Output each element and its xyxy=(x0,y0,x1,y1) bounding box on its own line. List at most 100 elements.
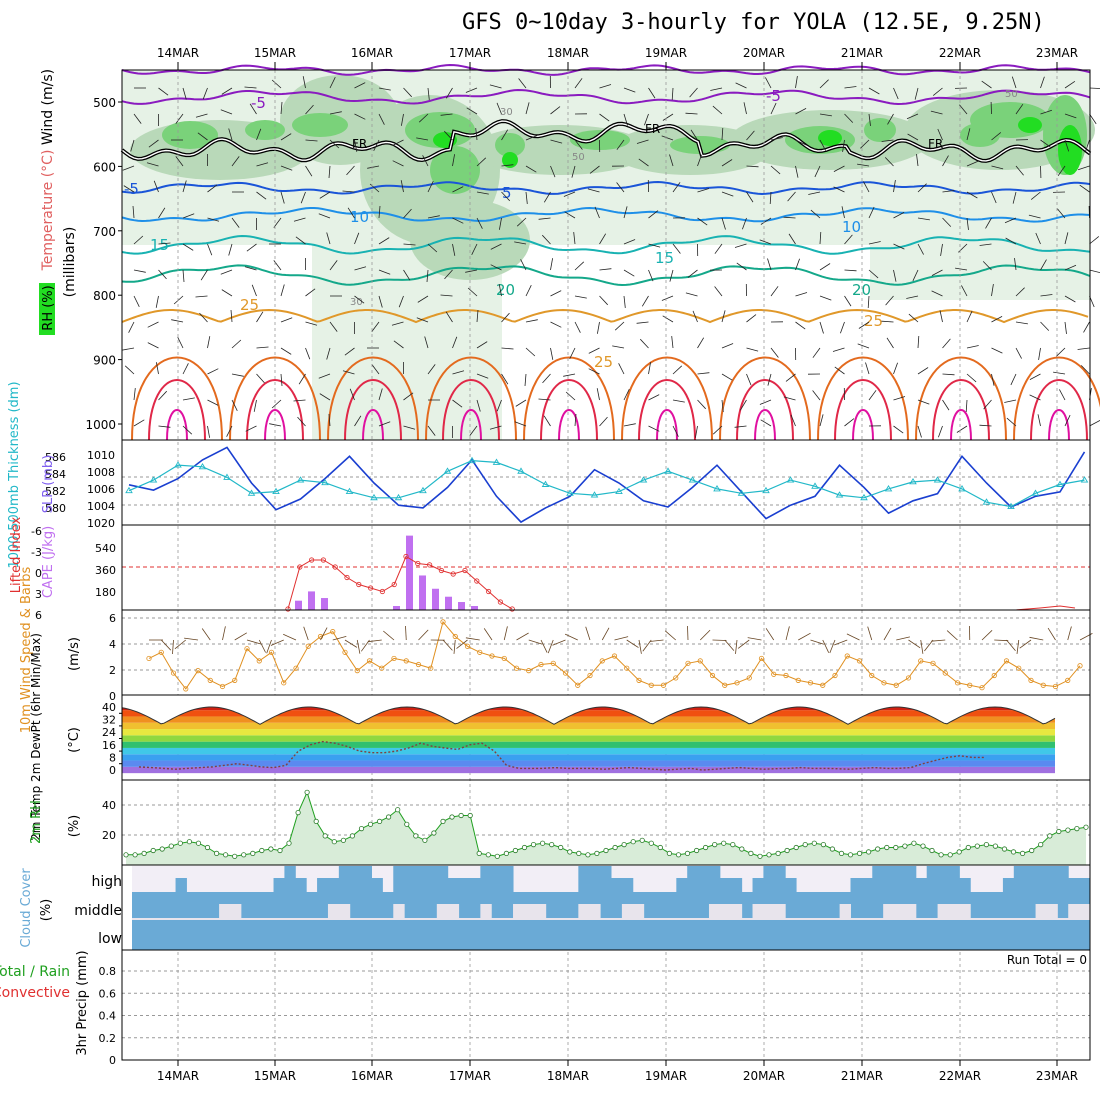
cloud-mid-gap xyxy=(1046,904,1058,918)
wind10-tick-label: 4 xyxy=(109,638,116,651)
rh2m-marker xyxy=(521,844,528,851)
wind-barb xyxy=(221,87,233,95)
wind10-marker xyxy=(795,677,801,683)
wind10-marker xyxy=(893,682,899,688)
rh2m-marker xyxy=(268,846,274,852)
wind-barb xyxy=(207,217,220,222)
wind10-tick-label: 2 xyxy=(109,664,116,677)
rh2m-marker xyxy=(630,839,636,845)
rh2m-marker xyxy=(1056,828,1062,835)
wind-barb xyxy=(1064,264,1077,271)
wind10-barb xyxy=(601,627,610,641)
wind-barb xyxy=(721,159,733,167)
temp-max-line xyxy=(121,706,1056,725)
wind-barb xyxy=(623,87,636,93)
wind-barb xyxy=(393,340,404,349)
temp-color-band xyxy=(122,722,1055,730)
thickness-marker xyxy=(492,458,501,465)
cloud-high-bar xyxy=(904,866,917,892)
rh-band-bright xyxy=(818,130,842,146)
wind10-marker xyxy=(489,653,495,659)
ylabel-thickness: 1000-500mb Thickness (dm) xyxy=(7,381,22,568)
wind-barb xyxy=(767,258,772,271)
wind10-marker xyxy=(366,658,373,664)
wind-barb xyxy=(1079,184,1090,193)
wind-barb xyxy=(147,342,159,349)
wind-barb xyxy=(697,188,710,193)
wind-barb xyxy=(687,269,698,278)
wind10-barb xyxy=(552,639,566,646)
wind-barb xyxy=(692,310,698,323)
wind-barb xyxy=(931,290,943,297)
wind10-barb xyxy=(367,639,382,643)
wind-barb xyxy=(917,399,930,405)
wind-barb xyxy=(182,363,189,375)
wind-barb xyxy=(182,243,194,251)
rh2m-marker xyxy=(702,844,709,851)
wind-barb xyxy=(1038,347,1041,360)
wind-barb xyxy=(256,346,269,349)
li-tick-label: 0 xyxy=(35,567,42,580)
wind-barb xyxy=(616,139,625,150)
thickness-tick-label: 580 xyxy=(45,502,66,515)
wind10-marker xyxy=(905,675,912,681)
cloud-high-bar xyxy=(1002,878,1015,892)
wind-barb xyxy=(501,191,510,202)
wind-barb xyxy=(1015,103,1024,115)
wind-barb xyxy=(501,164,514,167)
temp-envelope-mask xyxy=(1055,695,1090,780)
wind10-marker xyxy=(648,682,654,688)
wind-barb xyxy=(490,243,502,250)
wind-barb xyxy=(788,233,796,245)
cloud-high-bar xyxy=(458,878,470,892)
wind-barb xyxy=(416,317,429,323)
cloud-mid-gap xyxy=(763,904,775,918)
wind-barb xyxy=(887,113,894,125)
rh2m-marker xyxy=(675,852,682,858)
wind-barb xyxy=(623,389,630,401)
wind-barb xyxy=(538,398,551,401)
wind-barb xyxy=(280,101,283,115)
wind-barb xyxy=(400,180,404,193)
temp2m-tick-label: 8 xyxy=(109,751,116,764)
wind10-marker xyxy=(477,649,483,655)
wind10-marker xyxy=(268,649,275,655)
rh2m-marker xyxy=(657,844,663,851)
wind-barb xyxy=(832,347,845,352)
cloud-mid-gap xyxy=(578,904,590,918)
wind-barb xyxy=(785,373,796,382)
wind10-marker xyxy=(281,680,287,686)
wind10-marker xyxy=(942,670,948,676)
wind-barb xyxy=(1015,287,1025,297)
thickness-marker xyxy=(468,456,476,464)
li-marker xyxy=(320,557,326,563)
wind-barb xyxy=(1089,269,1100,274)
wind10-marker xyxy=(807,680,814,686)
wind10-barb xyxy=(1047,627,1056,641)
rh2m-marker xyxy=(684,850,691,857)
wind-barb xyxy=(810,209,821,219)
wind10-marker xyxy=(991,672,997,679)
wind-barb xyxy=(697,399,706,410)
wind-barb xyxy=(378,113,385,125)
wind-barb xyxy=(378,421,391,427)
ylabel-precip: 3hr Precip (mm) xyxy=(75,950,90,1055)
li-marker xyxy=(308,557,315,563)
wind-barb xyxy=(133,295,140,307)
wind-barb xyxy=(256,128,262,141)
wind-barb xyxy=(833,186,845,193)
wind-barb xyxy=(795,108,807,115)
wind-barb xyxy=(130,139,135,152)
rh2m-marker xyxy=(757,853,763,859)
wind-barb xyxy=(280,347,292,355)
wind-barb xyxy=(476,341,488,349)
wind10-barb xyxy=(765,628,775,641)
wind-barb xyxy=(518,78,527,89)
li-marker xyxy=(485,588,492,595)
wind-barb xyxy=(721,127,724,141)
rh2m-marker xyxy=(856,850,863,857)
ylabel-precip-total: Total / Rain xyxy=(0,964,70,980)
wind-barb xyxy=(672,399,685,403)
cloud-mid-gap xyxy=(839,904,851,918)
wind-barb xyxy=(403,243,416,246)
